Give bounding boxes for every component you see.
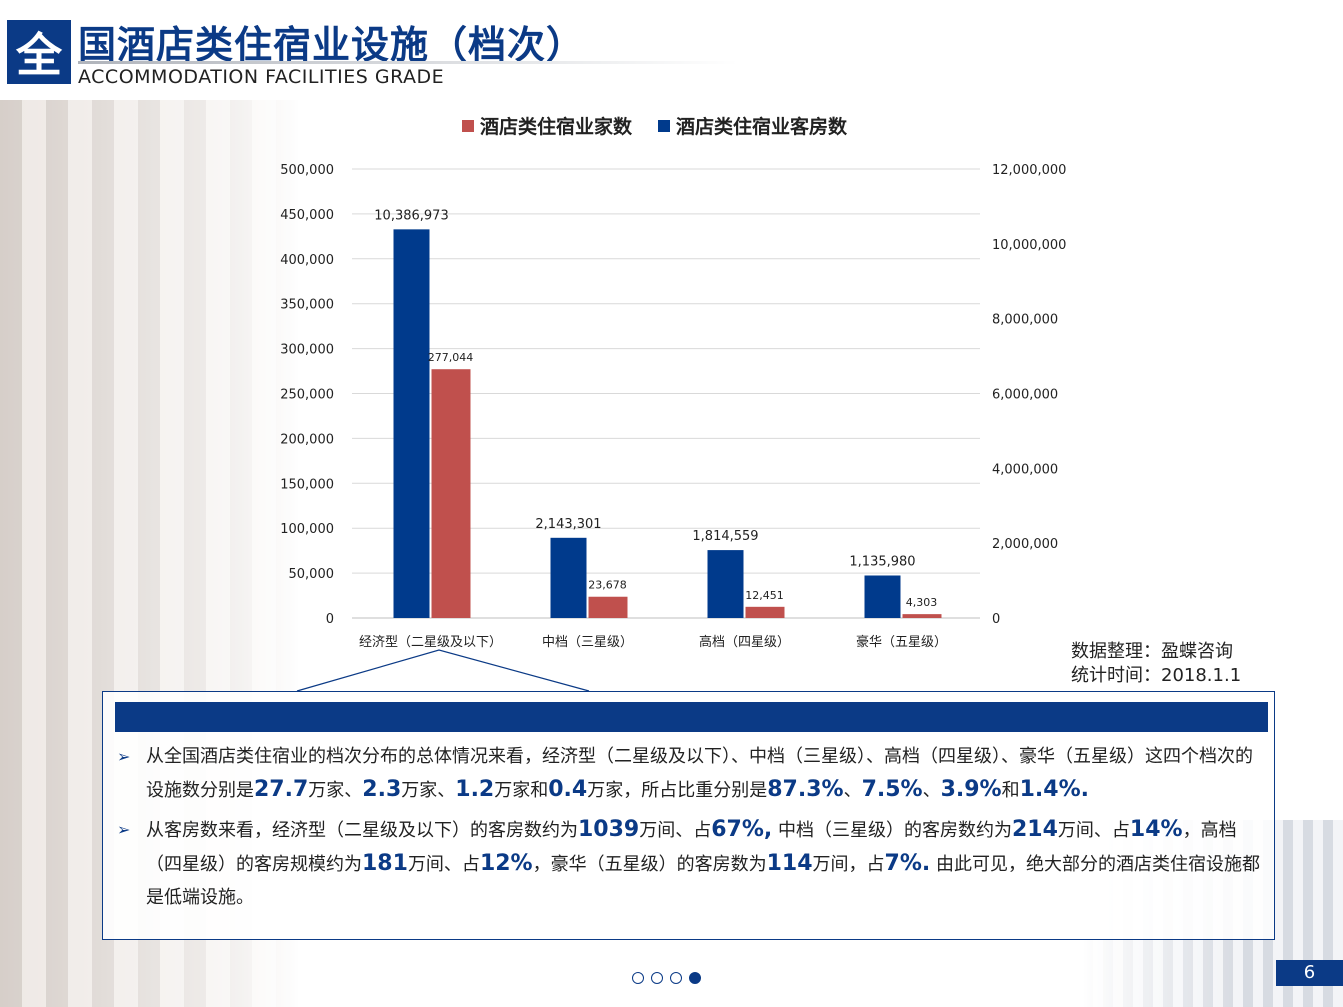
y-right-tick-label: 4,000,000 (992, 462, 1058, 477)
legend-swatch-rooms (658, 119, 671, 132)
slide-pager (632, 972, 701, 984)
x-category-label: 经济型（二星级及以下） (359, 635, 502, 650)
source-line-2: 统计时间：2018.1.1 (1071, 665, 1242, 686)
pager-dot-4[interactable] (689, 972, 701, 984)
data-source: 数据整理：盈蝶咨询 统计时间：2018.1.1 (1071, 640, 1241, 688)
title-divider (78, 61, 738, 64)
bar-rooms (707, 550, 744, 618)
bar-hotels (588, 596, 628, 618)
bar-chart: 0 50,000 100,000 150,000 200,000 250,000 300,0… (280, 163, 1066, 692)
bar-rooms-label: 10,386,973 (374, 208, 448, 223)
header: 全 国酒店类住宿业设施（档次） ACCOMMODATION FACILITIES… (0, 0, 1343, 95)
bar-rooms (864, 575, 901, 618)
y-left-tick-label: 100,000 (280, 522, 334, 537)
legend-item-hotels: 酒店类住宿业家数 (462, 112, 632, 139)
y-left-tick-label: 150,000 (280, 477, 334, 492)
bar-hotels-label: 23,678 (588, 579, 627, 592)
bullet-arrow-icon: ➢ (117, 820, 131, 839)
bar-hotels-label: 4,303 (906, 596, 938, 609)
y-left-tick-label: 300,000 (280, 343, 334, 358)
y-left-tick-label: 400,000 (280, 253, 334, 268)
chart-legend: 酒店类住宿业家数 酒店类住宿业客房数 (462, 112, 847, 139)
y-right-tick-label: 0 (992, 612, 1000, 627)
analysis-bullet-1: ➢ 从全国酒店类住宿业的档次分布的总体情况来看，经济型（二星级及以下）、中档（三… (117, 740, 1267, 807)
y-left-tick-label: 50,000 (289, 567, 335, 582)
source-line-1: 数据整理：盈蝶咨询 (1071, 641, 1233, 662)
analysis-bullet-2: ➢ 从客房数来看，经济型（二星级及以下）的客房数约为1039万间、占67%, 中… (117, 813, 1267, 914)
legend-swatch-hotels (462, 119, 474, 132)
analysis-box: ➢ 从全国酒店类住宿业的档次分布的总体情况来看，经济型（二星级及以下）、中档（三… (102, 691, 1275, 940)
page-title: 国酒店类住宿业设施（档次） (78, 23, 586, 67)
x-category-label: 高档（四星级） (699, 634, 790, 650)
bar-hotels (431, 369, 471, 618)
legend-label-hotels: 酒店类住宿业家数 (480, 116, 633, 138)
y-right-tick-label: 10,000,000 (992, 238, 1066, 253)
legend-label-rooms: 酒店类住宿业客房数 (676, 116, 848, 138)
bullet-arrow-icon: ➢ (117, 747, 131, 766)
x-category-label: 豪华（五星级） (856, 634, 947, 650)
bar-rooms (393, 229, 430, 618)
bullet-2-text: 从客房数来看，经济型（二星级及以下）的客房数约为1039万间、占67%, 中档（… (146, 817, 1260, 908)
y-left-tick-label: 250,000 (280, 388, 334, 403)
bar-rooms-label: 1,814,559 (692, 529, 758, 544)
pager-dot-2[interactable] (651, 972, 663, 984)
bar-hotels (745, 606, 785, 618)
bar-rooms (550, 537, 587, 618)
legend-item-rooms: 酒店类住宿业客房数 (658, 112, 847, 139)
page-subtitle: ACCOMMODATION FACILITIES GRADE (78, 66, 445, 88)
title-logo-box: 全 (7, 20, 71, 84)
y-left-tick-label: 0 (326, 612, 334, 627)
page-number: 6 (1276, 960, 1343, 986)
pager-dot-1[interactable] (632, 972, 644, 984)
y-left-tick-label: 450,000 (280, 208, 334, 223)
y-right-tick-label: 8,000,000 (992, 313, 1058, 328)
bullet-1-text: 从全国酒店类住宿业的档次分布的总体情况来看，经济型（二星级及以下）、中档（三星级… (146, 746, 1253, 802)
bar-hotels (902, 614, 942, 618)
y-right-tick-label: 12,000,000 (992, 163, 1066, 178)
bar-rooms-label: 2,143,301 (535, 517, 601, 532)
x-category-label: 中档（三星级） (542, 635, 633, 650)
pager-dot-3[interactable] (670, 972, 682, 984)
bar-rooms-label: 1,135,980 (849, 554, 915, 569)
bar-hotels-label: 12,451 (745, 589, 784, 602)
bar-hotels-label: 277,044 (428, 351, 474, 364)
callout-pointer (296, 649, 590, 692)
y-left-tick-label: 350,000 (280, 298, 334, 313)
y-right-tick-label: 6,000,000 (992, 388, 1058, 403)
y-left-tick-label: 200,000 (280, 432, 334, 447)
analysis-header-bar (115, 702, 1268, 732)
y-left-tick-label: 500,000 (280, 163, 334, 178)
y-right-tick-label: 2,000,000 (992, 537, 1058, 552)
